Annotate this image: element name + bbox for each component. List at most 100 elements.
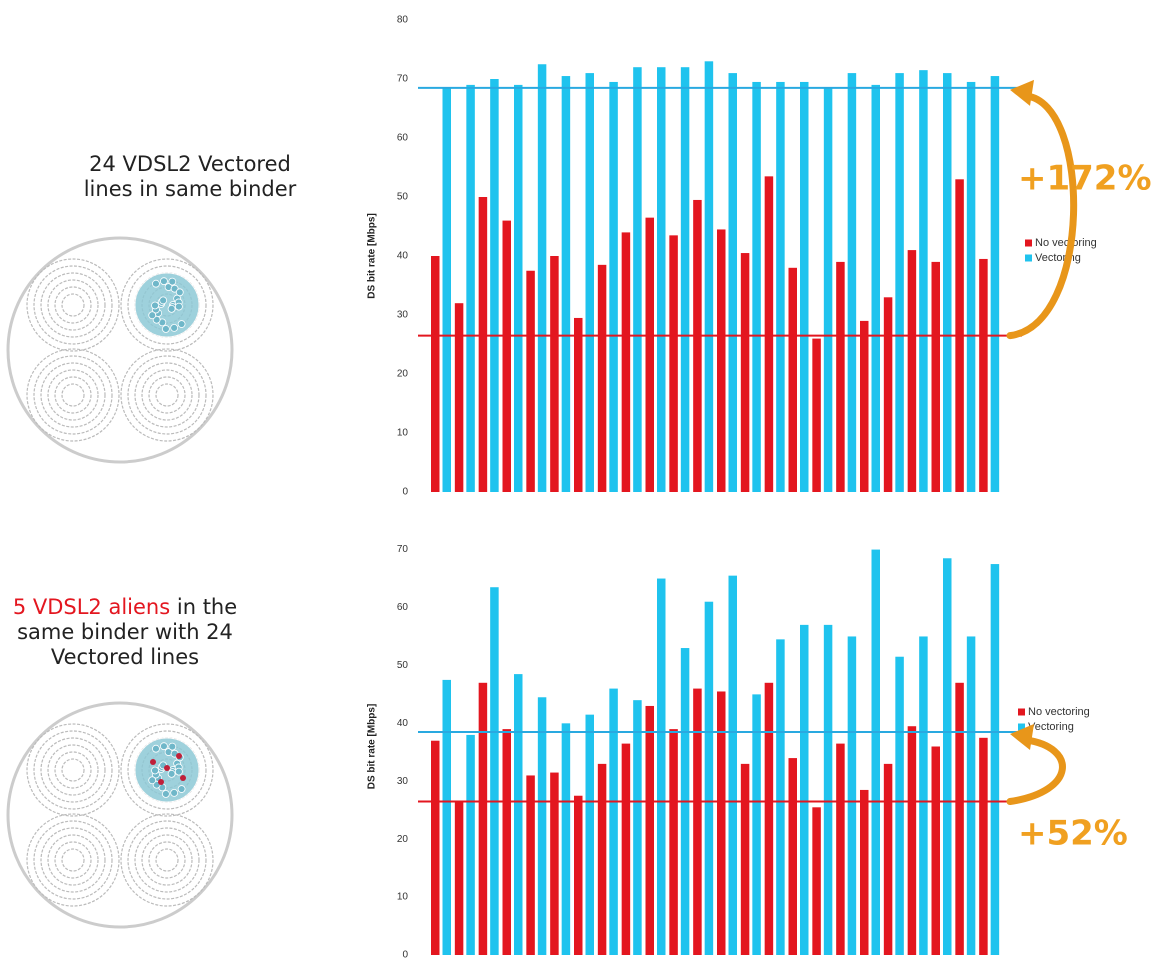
pair	[160, 278, 167, 285]
bar	[503, 221, 512, 492]
pair	[178, 786, 185, 793]
pair	[168, 305, 175, 312]
bar	[705, 61, 714, 492]
y-tick-label: 30	[397, 776, 409, 787]
pair	[152, 302, 159, 309]
bar	[919, 70, 928, 492]
bar	[431, 256, 440, 492]
bar	[860, 321, 869, 492]
alien-pair	[158, 779, 164, 785]
bar	[848, 73, 857, 492]
bar	[657, 67, 666, 492]
bar	[538, 64, 547, 492]
binder-ring	[34, 266, 112, 344]
y-tick-label: 60	[397, 602, 409, 613]
bar	[895, 657, 904, 955]
bar	[776, 639, 785, 955]
legend-swatch	[1025, 255, 1032, 262]
bar	[895, 73, 904, 492]
bar	[943, 558, 952, 955]
bar	[765, 683, 774, 955]
bar	[812, 807, 821, 955]
bar	[586, 73, 595, 492]
bar	[514, 674, 523, 955]
arrow	[1010, 740, 1062, 802]
pair	[175, 303, 182, 310]
pair	[160, 743, 167, 750]
pair	[169, 743, 176, 750]
alien-pair	[164, 765, 170, 771]
bar	[681, 67, 690, 492]
binder-ring	[135, 828, 199, 892]
bar	[669, 729, 678, 955]
bar	[466, 735, 475, 955]
binder-ring	[34, 821, 112, 899]
bar	[538, 697, 547, 955]
bar	[503, 729, 512, 955]
pair	[152, 280, 159, 287]
pair	[175, 768, 182, 775]
y-axis-label: DS bit rate [Mbps]	[367, 213, 378, 299]
y-tick-label: 10	[397, 428, 409, 439]
pair	[168, 770, 175, 777]
y-tick-label: 0	[402, 487, 408, 498]
pair	[149, 312, 156, 319]
bar	[932, 262, 941, 492]
binder-ring	[62, 294, 84, 316]
bar	[943, 73, 952, 492]
pair	[171, 789, 178, 796]
bar	[514, 85, 523, 492]
page: {"chart_data": [ {"type": "bar", "captio…	[0, 0, 1167, 963]
binder-ring	[156, 384, 178, 406]
bar	[717, 691, 726, 955]
bar	[443, 88, 452, 492]
y-tick-label: 10	[397, 892, 409, 903]
bar	[598, 764, 607, 955]
bar	[646, 218, 655, 492]
y-tick-label: 60	[397, 133, 409, 144]
binder-ring	[41, 273, 105, 337]
bar	[729, 73, 738, 492]
bar	[967, 636, 976, 955]
bar	[431, 741, 440, 955]
legend-label: No vectoring	[1028, 706, 1090, 718]
bar	[919, 636, 928, 955]
legend-label: Vectoring	[1028, 721, 1074, 733]
binder-ring	[128, 356, 206, 434]
bar	[598, 265, 607, 492]
y-tick-label: 20	[397, 369, 409, 380]
pair	[152, 745, 159, 752]
binder-ring	[149, 842, 185, 878]
binder-ring	[41, 363, 105, 427]
bar	[574, 318, 583, 492]
bar	[633, 67, 642, 492]
bar	[562, 76, 571, 492]
annotation: +52%	[1018, 814, 1128, 854]
bar	[669, 235, 678, 492]
bar	[574, 796, 583, 955]
bar	[967, 82, 976, 492]
binder-ring	[55, 752, 91, 788]
binder-ring	[34, 356, 112, 434]
bar	[789, 758, 798, 955]
pair	[169, 278, 176, 285]
bar	[908, 250, 917, 492]
bar	[765, 176, 774, 492]
y-tick-label: 40	[397, 251, 409, 262]
y-tick-label: 70	[397, 74, 409, 85]
bar	[622, 232, 631, 492]
bar	[836, 262, 845, 492]
bar	[466, 85, 475, 492]
legend-swatch	[1018, 709, 1025, 716]
bar	[479, 197, 488, 492]
binder-ring	[62, 384, 84, 406]
binder-ring	[156, 849, 178, 871]
pair	[152, 767, 159, 774]
pair	[176, 289, 183, 296]
pair	[171, 324, 178, 331]
bar	[991, 76, 1000, 492]
bar	[693, 200, 702, 492]
bar	[800, 82, 809, 492]
bar	[717, 229, 726, 492]
bar	[490, 587, 499, 955]
